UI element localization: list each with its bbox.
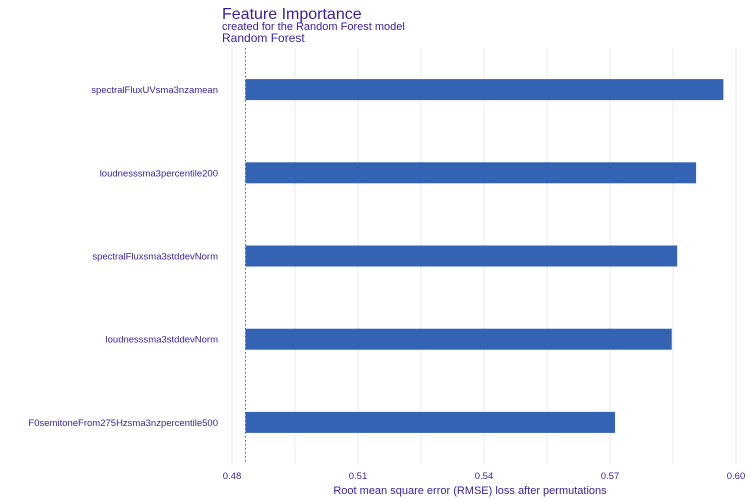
bars <box>245 79 724 433</box>
category-label: F0semitoneFrom275Hzsma3nzpercentile500 <box>28 418 218 429</box>
facet-label: Random Forest <box>222 31 305 45</box>
category-label: loudnesssma3percentile200 <box>100 168 218 179</box>
category-labels: spectralFluxUVsma3nzamean loudnesssma3per… <box>28 85 218 429</box>
chart-subtitle: created for the Random Forest model <box>222 21 405 33</box>
x-tick-labels: 0.48 0.51 0.54 0.57 0.60 <box>223 471 746 482</box>
x-axis-title: Root mean square error (RMSE) loss after… <box>333 485 607 497</box>
chart-title: Feature Importance <box>222 6 362 23</box>
x-tick-label: 0.48 <box>223 471 242 482</box>
bar <box>245 328 672 350</box>
bar <box>245 245 678 267</box>
category-label: spectralFluxsma3stddevNorm <box>92 252 218 263</box>
bar <box>245 79 724 101</box>
x-tick-label: 0.54 <box>475 471 494 482</box>
x-tick-label: 0.57 <box>601 471 620 482</box>
bar <box>245 162 697 184</box>
x-tick-label: 0.51 <box>349 471 368 482</box>
category-label: spectralFluxUVsma3nzamean <box>91 85 218 96</box>
category-label: loudnesssma3stddevNorm <box>106 335 219 346</box>
x-tick-label: 0.60 <box>727 471 746 482</box>
bar <box>245 411 616 433</box>
